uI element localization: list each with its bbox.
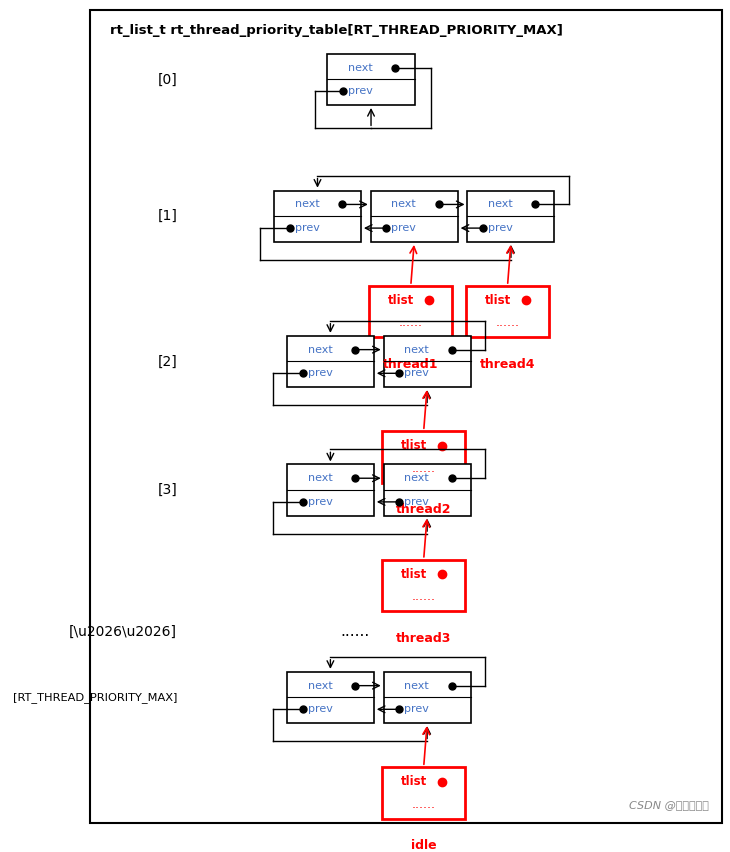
Text: prev: prev: [307, 497, 332, 507]
Text: next: next: [404, 681, 429, 691]
Text: tlist: tlist: [485, 294, 511, 307]
Bar: [287, 671, 374, 723]
Text: ......: ......: [412, 590, 436, 603]
Text: next: next: [307, 681, 332, 691]
Text: tlist: tlist: [401, 775, 427, 788]
Bar: [371, 191, 458, 242]
Text: prev: prev: [307, 368, 332, 378]
Text: next: next: [295, 199, 320, 210]
Text: next: next: [404, 344, 429, 354]
Text: prev: prev: [307, 705, 332, 714]
Text: prev: prev: [404, 497, 429, 507]
Bar: [383, 560, 465, 611]
Bar: [369, 286, 452, 337]
Bar: [287, 336, 374, 387]
Text: next: next: [404, 473, 429, 483]
Text: ......: ......: [412, 462, 436, 475]
Text: next: next: [348, 62, 373, 72]
Text: idle: idle: [411, 839, 437, 852]
Text: [3]: [3]: [158, 483, 177, 497]
Text: prev: prev: [488, 223, 513, 233]
Bar: [383, 336, 471, 387]
Text: ......: ......: [340, 625, 369, 640]
Bar: [383, 767, 465, 819]
Text: [0]: [0]: [158, 72, 177, 86]
Text: thread3: thread3: [396, 632, 451, 645]
Bar: [467, 191, 555, 242]
Text: prev: prev: [404, 368, 429, 378]
Text: ......: ......: [496, 316, 520, 330]
Bar: [328, 54, 415, 105]
Text: thread1: thread1: [383, 358, 439, 371]
Bar: [274, 191, 361, 242]
Text: thread4: thread4: [480, 358, 535, 371]
Text: tlist: tlist: [388, 294, 414, 307]
Text: [\u2026\u2026]: [\u2026\u2026]: [69, 625, 177, 639]
Text: next: next: [307, 344, 332, 354]
Text: tlist: tlist: [401, 439, 427, 452]
Text: ......: ......: [399, 316, 423, 330]
Text: [2]: [2]: [158, 354, 177, 368]
Bar: [383, 671, 471, 723]
Text: next: next: [488, 199, 513, 210]
Text: [1]: [1]: [158, 210, 177, 223]
Text: prev: prev: [391, 223, 416, 233]
Text: thread2: thread2: [396, 504, 451, 516]
Bar: [287, 464, 374, 515]
Text: prev: prev: [404, 705, 429, 714]
Text: tlist: tlist: [401, 567, 427, 581]
Text: next: next: [391, 199, 416, 210]
Text: prev: prev: [295, 223, 320, 233]
Text: CSDN @林科大子兮: CSDN @林科大子兮: [629, 800, 710, 810]
Text: next: next: [307, 473, 332, 483]
Text: rt_list_t rt_thread_priority_table[RT_THREAD_PRIORITY_MAX]: rt_list_t rt_thread_priority_table[RT_TH…: [110, 24, 562, 37]
Text: [RT_THREAD_PRIORITY_MAX]: [RT_THREAD_PRIORITY_MAX]: [13, 692, 177, 703]
Text: ......: ......: [412, 797, 436, 811]
Bar: [466, 286, 549, 337]
Text: prev: prev: [348, 86, 373, 96]
Bar: [383, 431, 465, 482]
Bar: [383, 464, 471, 515]
